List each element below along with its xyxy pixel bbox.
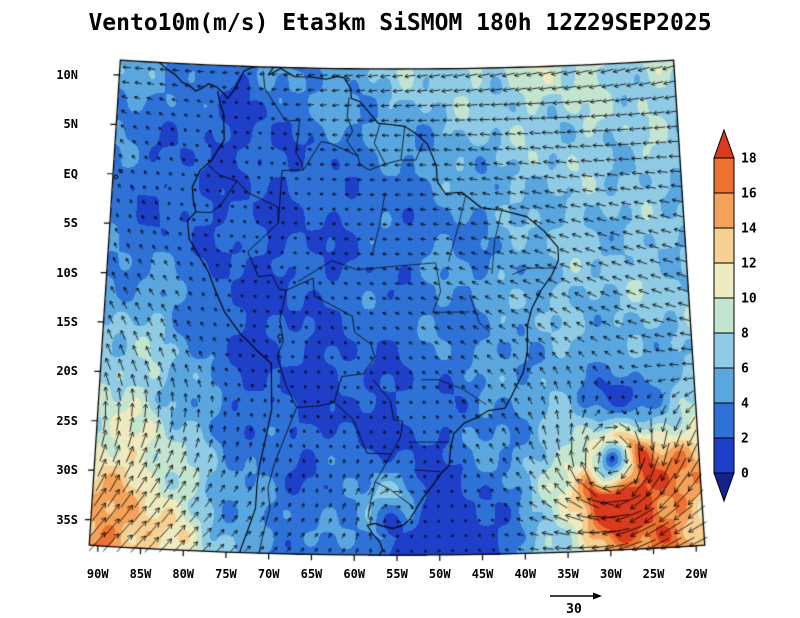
lon-tick-label: 40W <box>514 567 537 581</box>
lat-tick-label: 20S <box>56 364 78 379</box>
colorbar-band <box>713 437 735 474</box>
reference-vector-arrowhead-icon <box>593 592 602 600</box>
lon-tick-label: 30W <box>599 567 622 581</box>
lat-tick-label: 15S <box>56 314 78 329</box>
lon-tick-label: 90W <box>86 567 109 581</box>
lat-tick-label: EQ <box>63 166 78 181</box>
lat-tick-label: 25S <box>56 413 78 428</box>
colorbar-band <box>713 157 735 194</box>
lat-tick-label: 35S <box>56 512 78 527</box>
colorbar-tick-label: 14 <box>741 222 757 237</box>
colorbar-tick-label: 10 <box>741 292 757 307</box>
lon-tick-label: 80W <box>172 567 195 581</box>
lon-tick-label: 20W <box>685 567 708 581</box>
lat-tick-label: 10S <box>56 265 78 280</box>
colorbar-above-arrow <box>713 128 735 159</box>
lon-tick-label: 60W <box>343 567 366 581</box>
colorbar-tick-label: 8 <box>741 327 749 342</box>
lon-tick-label: 70W <box>257 567 280 581</box>
lon-tick-label: 50W <box>428 567 451 581</box>
colorbar-tick-label: 16 <box>741 187 757 202</box>
colorbar-tick-label: 4 <box>741 397 749 412</box>
reference-vector: 30 <box>550 592 602 616</box>
colorbar-tick-label: 0 <box>741 467 749 482</box>
lon-tick-label: 85W <box>129 567 152 581</box>
colorbar: 18 16 14 12 10 8 6 4 2 0 <box>713 128 757 503</box>
lon-tick-label: 45W <box>471 567 494 581</box>
colorbar-tick-label: 12 <box>741 257 757 272</box>
colorbar-below-arrow <box>713 472 735 503</box>
colorbar-tick-label: 2 <box>741 432 749 447</box>
colorbar-band <box>713 402 735 439</box>
colorbar-band <box>713 367 735 404</box>
colorbar-tick-label: 6 <box>741 362 749 377</box>
lat-tick-label: 5S <box>63 216 78 231</box>
lon-tick-label: 65W <box>300 567 323 581</box>
colorbar-band <box>713 332 735 369</box>
lon-tick-label: 35W <box>557 567 579 581</box>
lat-tick-label: 10N <box>56 67 78 82</box>
colorbar-band <box>713 297 735 334</box>
colorbar-band <box>713 227 735 264</box>
lat-tick-label: 30S <box>56 463 78 478</box>
lon-tick-label: 75W <box>215 567 237 581</box>
lat-tick-label: 5N <box>63 117 78 132</box>
colorbar-band <box>713 192 735 229</box>
colorbar-band <box>713 262 735 299</box>
reference-vector-label: 30 <box>566 602 582 616</box>
lon-tick-label: 25W <box>642 567 665 581</box>
lon-tick-label: 55W <box>386 567 408 581</box>
colorbar-tick-label: 18 <box>741 152 757 167</box>
